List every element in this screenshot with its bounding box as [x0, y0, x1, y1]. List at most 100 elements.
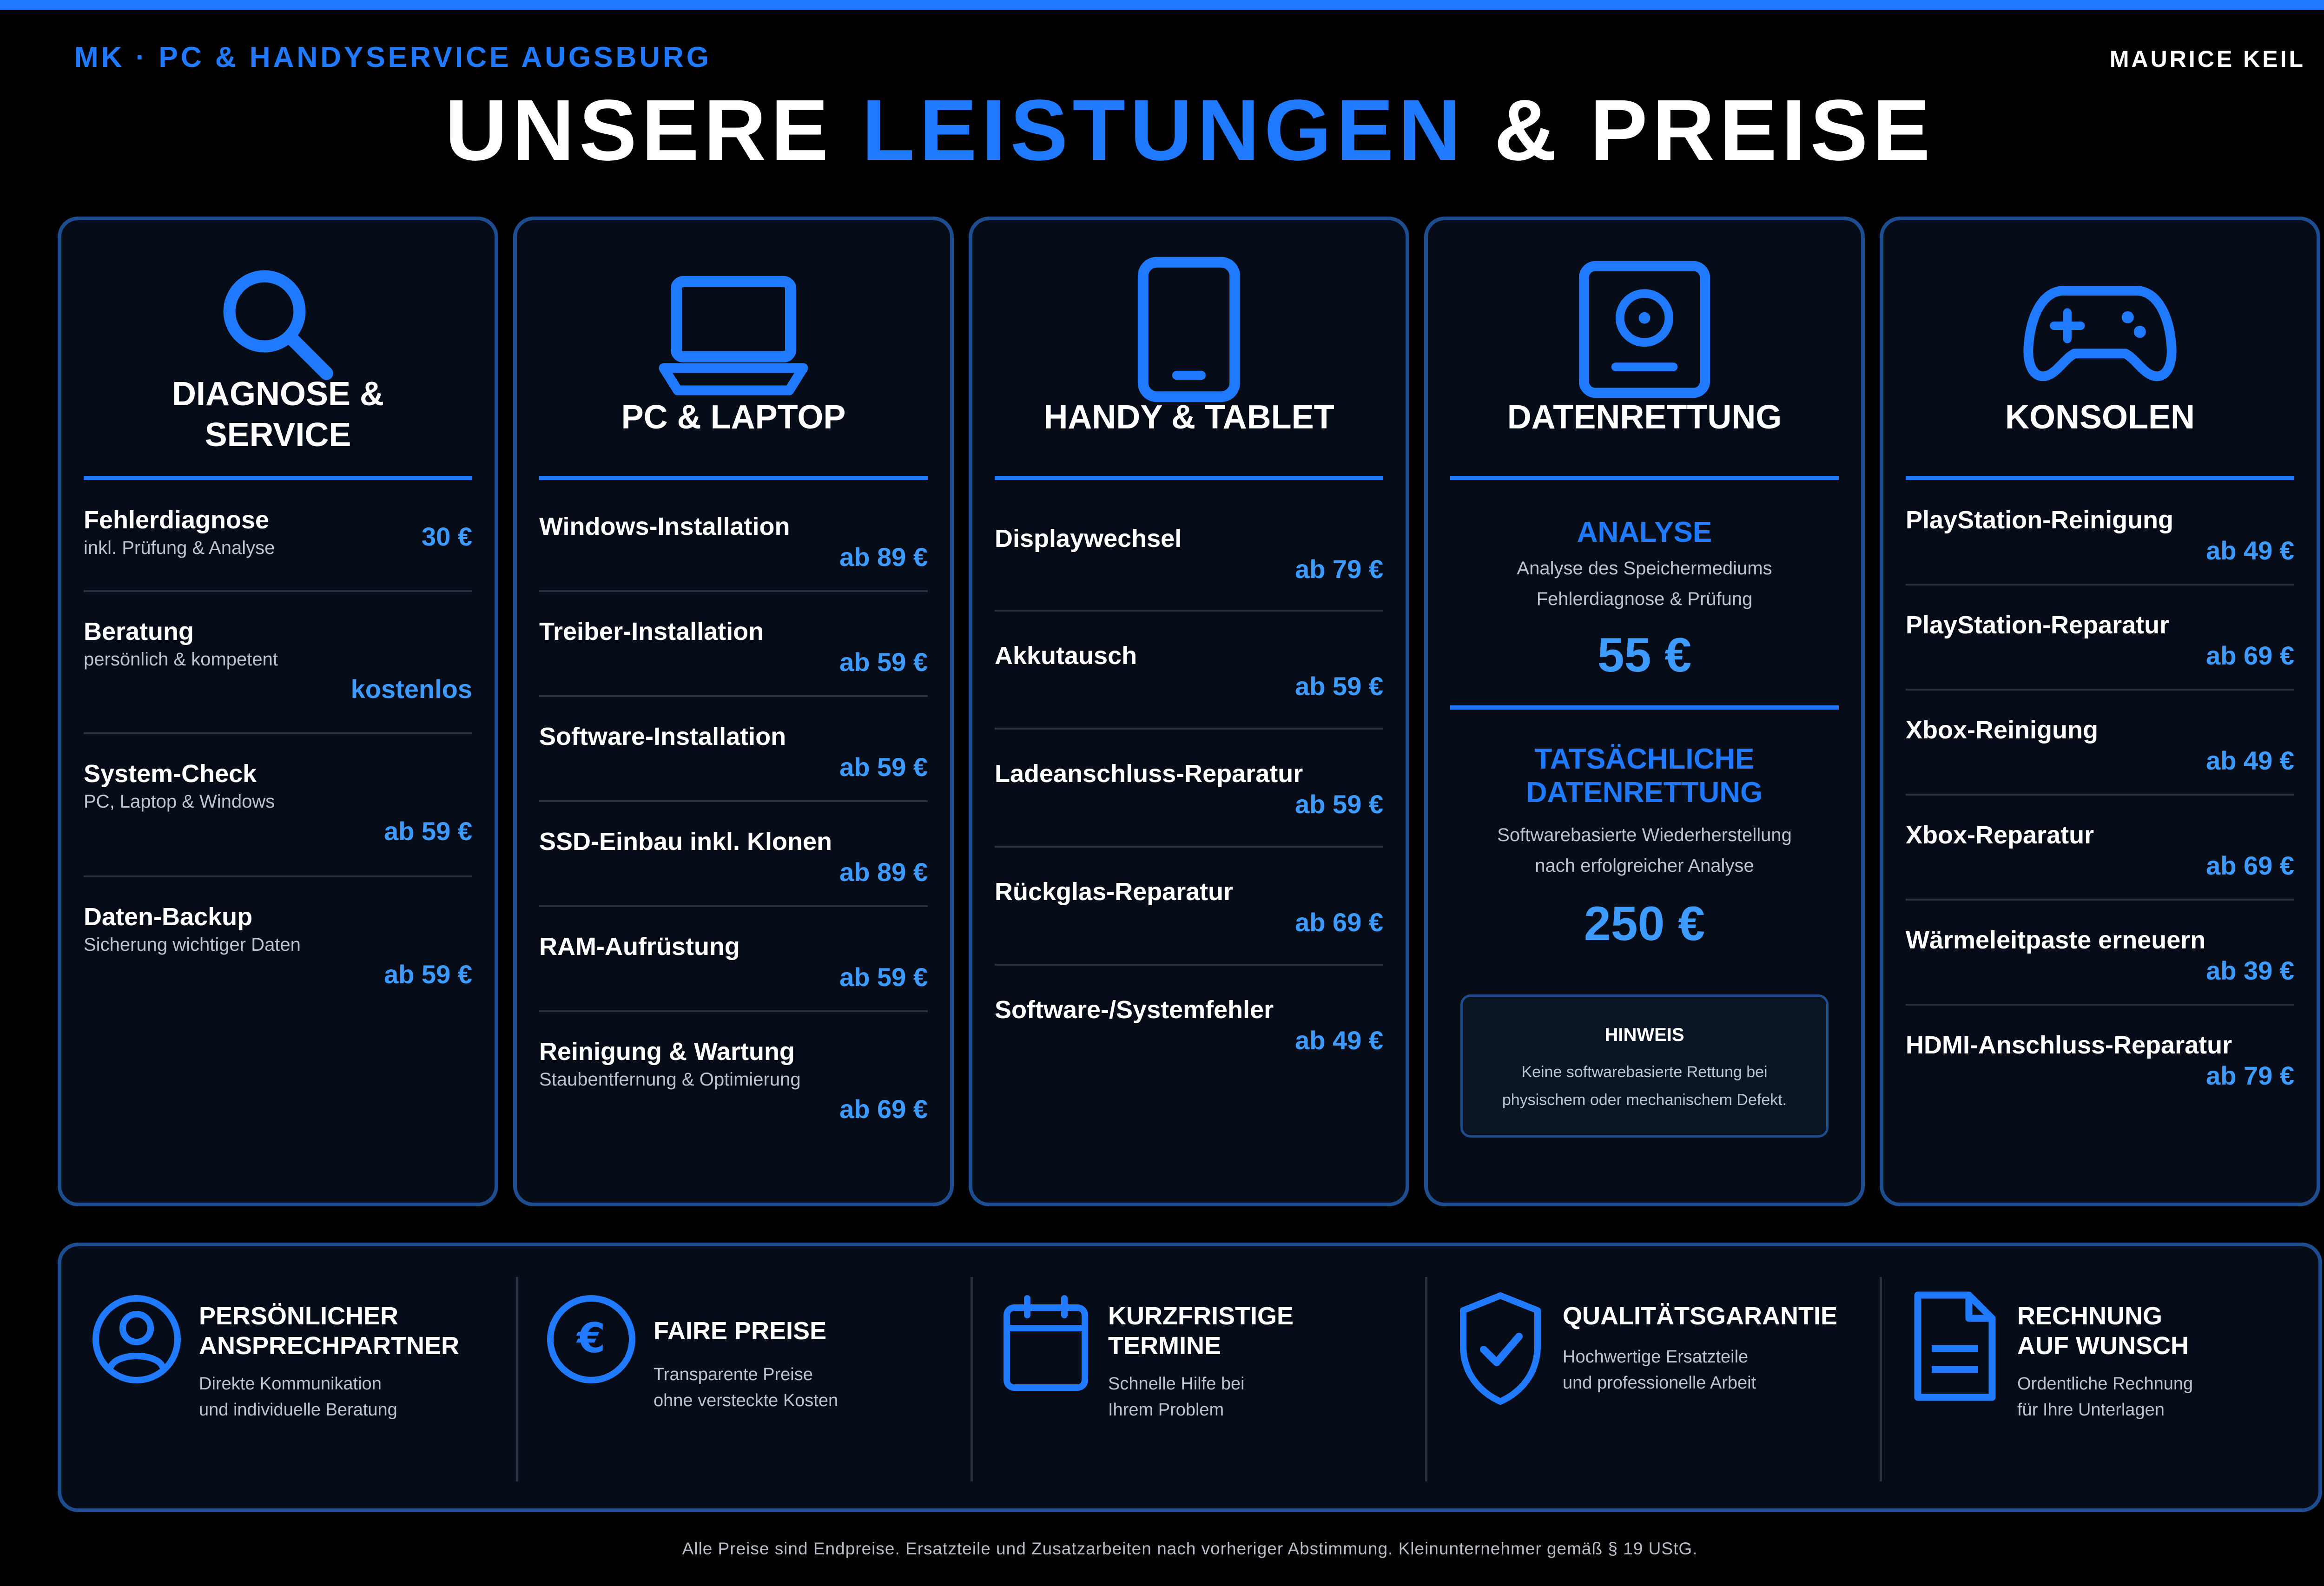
list-item: RAM-Aufrüstung ab 59 € — [539, 931, 928, 992]
item-name: Fehlerdiagnose — [84, 506, 270, 534]
list-item: PlayStation-Reinigung ab 49 € — [1906, 505, 2294, 565]
rettung-line2: nach erfolgreicher Analyse — [1535, 856, 1754, 876]
shield-check-icon — [1454, 1288, 1547, 1411]
card-title: DATENRETTUNG — [1507, 399, 1782, 436]
card-divider — [539, 476, 928, 480]
list-item: Fehlerdiagnose inkl. Prüfung & Analyse 3… — [84, 505, 472, 560]
card-title-line2: SERVICE — [205, 416, 351, 454]
item-price: ab 89 € — [839, 857, 928, 887]
feature-title: RECHNUNG AUF WUNSCH — [2017, 1301, 2189, 1361]
feature-title-line1: FAIRE PREISE — [654, 1317, 827, 1345]
list-item: Reinigung & Wartung Staubentfernung & Op… — [539, 1036, 928, 1124]
card-title: PC & LAPTOP — [621, 399, 846, 436]
card-diagnose: DIAGNOSE & SERVICE Fehlerdiagnose inkl. … — [58, 217, 498, 1206]
feature-text-line1: Direkte Kommunikation — [199, 1374, 382, 1394]
item-separator — [539, 1010, 928, 1012]
feature-separator — [971, 1277, 973, 1481]
card-handy-tablet: HANDY & TABLET Displaywechsel ab 79 € Ak… — [969, 217, 1409, 1206]
feature-text-line2: und individuelle Beratung — [199, 1400, 397, 1420]
section-divider — [1450, 705, 1839, 710]
feature-title-line1: KURZFRISTIGE — [1108, 1302, 1294, 1330]
feature-appointments: KURZFRISTIGE TERMINE Schnelle Hilfe bei … — [971, 1246, 1425, 1508]
card-title: KONSOLEN — [2005, 399, 2195, 436]
item-price: ab 59 € — [1295, 790, 1383, 819]
item-price: ab 49 € — [2206, 536, 2294, 565]
item-price: ab 49 € — [2206, 746, 2294, 775]
list-item: Software-/Systemfehler ab 49 € — [995, 994, 1383, 1055]
analyse-price: 55 € — [1597, 628, 1692, 682]
card-divider — [1906, 476, 2294, 480]
item-name: Windows-Installation — [539, 513, 790, 540]
card-title-line1: DIAGNOSE & — [172, 375, 384, 413]
item-name: Treiber-Installation — [539, 618, 764, 645]
card-konsolen: KONSOLEN PlayStation-Reinigung ab 49 € P… — [1880, 217, 2320, 1206]
item-price: ab 59 € — [384, 816, 472, 846]
item-name: System-Check — [84, 760, 257, 788]
feature-text-line1: Hochwertige Ersatzteile — [1563, 1347, 1749, 1367]
item-separator — [995, 728, 1383, 730]
brand-name: MK · PC & HANDYSERVICE AUGSBURG — [74, 41, 712, 73]
analyse-line1: Analyse des Speichermediums — [1517, 558, 1772, 579]
item-separator — [1906, 1004, 2294, 1006]
card-divider — [1450, 476, 1839, 480]
card-title: HANDY & TABLET — [1043, 399, 1334, 436]
item-name: PlayStation-Reinigung — [1906, 506, 2174, 534]
feature-text-line1: Ordentliche Rechnung — [2017, 1374, 2193, 1394]
feature-prices: € FAIRE PREISE Transparente Preise ohne … — [516, 1246, 971, 1508]
feature-text-line2: ohne versteckte Kosten — [654, 1391, 838, 1410]
list-item: Displaywechsel ab 79 € — [995, 523, 1383, 584]
item-sub: inkl. Prüfung & Analyse — [84, 538, 275, 558]
list-item: Software-Installation ab 59 € — [539, 721, 928, 782]
feature-title-line1: PERSÖNLICHER — [199, 1302, 399, 1330]
item-name: Software-/Systemfehler — [995, 996, 1274, 1024]
feature-text: Transparente Preise ohne versteckte Kost… — [654, 1362, 838, 1414]
list-item: Xbox-Reparatur ab 69 € — [1906, 820, 2294, 880]
item-price: ab 79 € — [2206, 1061, 2294, 1090]
item-name: Ladeanschluss-Reparatur — [995, 760, 1303, 788]
feature-title: KURZFRISTIGE TERMINE — [1108, 1301, 1294, 1361]
item-price: ab 79 € — [1295, 554, 1383, 584]
item-separator — [84, 875, 472, 877]
card-divider — [84, 476, 472, 480]
feature-title-line1: RECHNUNG — [2017, 1302, 2163, 1330]
top-accent-bar — [0, 0, 2324, 10]
feature-invoice: RECHNUNG AUF WUNSCH Ordentliche Rechnung… — [1880, 1246, 2324, 1508]
feature-text-line2: für Ihre Unterlagen — [2017, 1400, 2165, 1420]
item-sub: Staubentfernung & Optimierung — [539, 1069, 801, 1090]
item-price: ab 69 € — [1295, 908, 1383, 937]
feature-title-line1: QUALITÄTSGARANTIE — [1563, 1302, 1837, 1330]
feature-title-line2: ANSPRECHPARTNER — [199, 1332, 460, 1360]
list-item: Treiber-Installation ab 59 € — [539, 616, 928, 677]
item-name: RAM-Aufrüstung — [539, 933, 740, 961]
list-item: Windows-Installation ab 89 € — [539, 511, 928, 572]
analyse-line2: Fehlerdiagnose & Prüfung — [1536, 589, 1753, 609]
list-item: Ladeanschluss-Reparatur ab 59 € — [995, 758, 1383, 819]
rettung-title-line2: DATENRETTUNG — [1526, 777, 1763, 809]
page-title: UNSERE LEISTUNGEN & PREISE — [0, 87, 2324, 174]
item-price: 30 € — [422, 522, 472, 551]
list-item: Wärmeleitpaste erneuern ab 39 € — [1906, 925, 2294, 985]
rettung-title: TATSÄCHLICHE DATENRETTUNG — [1450, 743, 1839, 809]
item-separator — [539, 695, 928, 697]
feature-separator — [1880, 1277, 1882, 1481]
feature-text: Ordentliche Rechnung für Ihre Unterlagen — [2017, 1371, 2193, 1423]
item-price: ab 69 € — [839, 1094, 928, 1124]
feature-title-line2: TERMINE — [1108, 1332, 1221, 1360]
list-item: Xbox-Reinigung ab 49 € — [1906, 715, 2294, 775]
calendar-icon — [999, 1293, 1092, 1397]
user-icon — [90, 1293, 183, 1388]
rettung-title-line1: TATSÄCHLICHE — [1534, 743, 1755, 775]
item-price: ab 89 € — [839, 542, 928, 572]
hint-box: HINWEIS Keine softwarebasierte Rettung b… — [1460, 994, 1829, 1138]
item-name: Displaywechsel — [995, 525, 1182, 553]
item-price: ab 59 € — [839, 647, 928, 677]
feature-title: FAIRE PREISE — [654, 1316, 826, 1346]
card-divider — [995, 476, 1383, 480]
feature-separator — [516, 1277, 518, 1481]
title-accent: LEISTUNGEN — [862, 82, 1466, 178]
item-price: ab 49 € — [1295, 1026, 1383, 1055]
item-name: Xbox-Reinigung — [1906, 716, 2098, 744]
item-separator — [995, 846, 1383, 848]
title-part1: UNSERE — [445, 82, 833, 178]
list-item: SSD-Einbau inkl. Klonen ab 89 € — [539, 826, 928, 887]
